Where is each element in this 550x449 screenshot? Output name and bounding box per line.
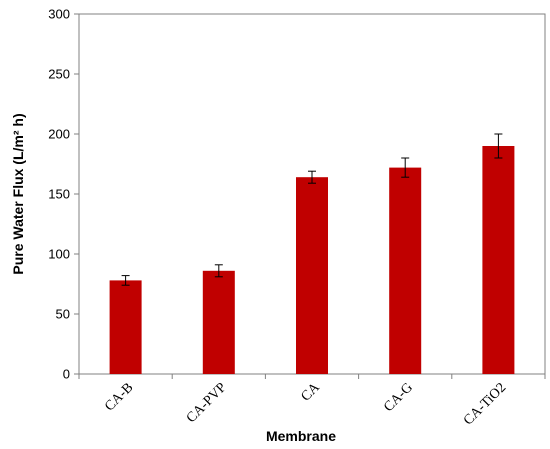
y-tick-label: 0 (63, 367, 70, 382)
y-tick-label: 200 (48, 127, 70, 142)
x-tick-label: CA (298, 380, 323, 405)
y-tick-label: 100 (48, 247, 70, 262)
y-tick-label: 250 (48, 67, 70, 82)
plot-area: 0 50 100 150 200 250 300 CA-B CA-PVP CA CA-G CA-TiO… (48, 7, 546, 428)
y-tick-label: 150 (48, 187, 70, 202)
bar-ca-tio2 (482, 146, 515, 374)
y-tick-label: 300 (48, 7, 70, 22)
x-tick-label: CA-PVP (184, 380, 230, 426)
y-axis-title: Pure Water Flux (L/m² h) (10, 113, 26, 274)
y-tick-label: 50 (56, 307, 70, 322)
bar-ca-b (109, 280, 142, 374)
x-tick-label: CA-B (102, 380, 136, 414)
bar-ca-g (389, 167, 422, 374)
x-tick-label: CA-TiO2 (461, 380, 509, 428)
bar-ca (296, 177, 328, 374)
x-axis-title: Membrane (266, 428, 336, 444)
x-tick-label: CA-G (381, 380, 416, 415)
bar-ca-pvp (202, 270, 235, 374)
